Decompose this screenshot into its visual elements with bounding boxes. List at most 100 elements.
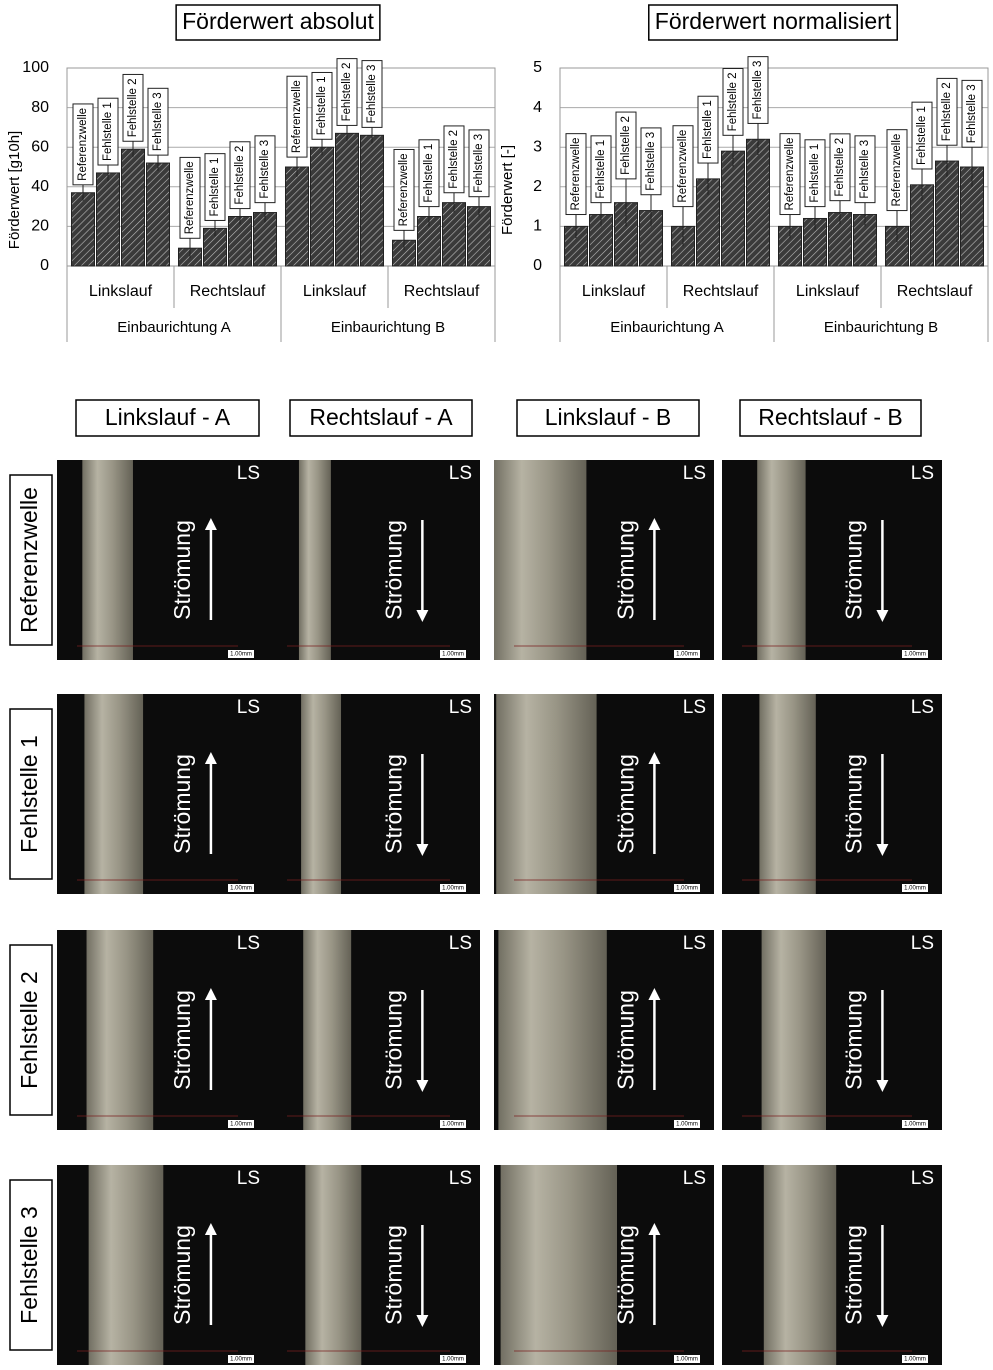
x-tick-label: Linkslauf [303, 283, 367, 300]
scale-label: 1.00mm [676, 652, 698, 658]
bar-label: Fehlstelle 1 [805, 140, 825, 207]
micrograph-track [496, 694, 596, 894]
bar-label-text: Fehlstelle 2 [620, 116, 632, 175]
corner-label: LS [449, 933, 472, 954]
bar-label-text: Fehlstelle 2 [941, 82, 953, 141]
group-label: Einbaurichtung A [610, 319, 723, 336]
bar-label: Referenzwelle [73, 104, 93, 185]
bar [747, 139, 770, 266]
bar-label-text: Fehlstelle 3 [152, 92, 164, 151]
bar-label-text: Fehlstelle 1 [702, 100, 714, 159]
scale-label: 1.00mm [442, 1122, 464, 1128]
x-tick-label: Rechtslauf [404, 283, 480, 300]
chart-title: Förderwert normalisiert [655, 8, 892, 34]
micrograph [267, 930, 480, 1130]
y-tick-label: 60 [31, 138, 49, 155]
corner-label: LS [449, 1168, 472, 1189]
bar-label: Fehlstelle 2 [123, 74, 143, 141]
x-tick-label: Rechtslauf [683, 283, 759, 300]
bar [97, 173, 120, 266]
bar-label: Fehlstelle 1 [591, 136, 611, 203]
bar-label-text: Fehlstelle 2 [127, 78, 139, 137]
micrograph-track [84, 694, 143, 894]
bar-label: Fehlstelle 3 [962, 80, 982, 147]
bar-label: Fehlstelle 1 [312, 72, 332, 139]
bar-label: Fehlstelle 1 [419, 140, 439, 207]
bar-label-text: Fehlstelle 3 [752, 61, 764, 120]
y-axis-label: Förderwert [g10h] [6, 131, 23, 249]
micrograph-track [498, 930, 606, 1130]
flow-label: Strömung [169, 754, 195, 854]
y-tick-label: 1 [533, 218, 542, 235]
bar-label-text: Referenzwelle [77, 108, 89, 181]
flow-label: Strömung [380, 520, 406, 620]
scale-label: 1.00mm [904, 886, 926, 892]
flow-label: Strömung [612, 754, 638, 854]
corner-label: LS [911, 933, 934, 954]
row-header: Referenzwelle [16, 487, 42, 633]
micrograph-track [501, 1165, 617, 1365]
scale-label: 1.00mm [230, 652, 252, 658]
bar-label: Fehlstelle 1 [912, 102, 932, 169]
flow-label: Strömung [169, 520, 195, 620]
flow-label: Strömung [840, 1225, 866, 1325]
flow-label: Strömung [169, 990, 195, 1090]
bar [336, 133, 359, 266]
corner-label: LS [683, 1168, 706, 1189]
scale-label: 1.00mm [442, 886, 464, 892]
bar-label-text: Fehlstelle 1 [316, 76, 328, 135]
corner-label: LS [911, 1168, 934, 1189]
bar [72, 193, 95, 266]
flow-label: Strömung [840, 520, 866, 620]
bar-label: Fehlstelle 3 [362, 61, 382, 128]
bar-label: Fehlstelle 2 [230, 142, 250, 209]
bar-label: Referenzwelle [887, 130, 907, 211]
y-tick-label: 40 [31, 178, 49, 195]
column-header: Rechtslauf - A [309, 404, 453, 430]
micrograph [267, 1165, 480, 1365]
scale-label: 1.00mm [230, 886, 252, 892]
micrograph [722, 694, 942, 894]
micrograph [722, 460, 942, 660]
scale-label: 1.00mm [230, 1357, 252, 1363]
bar-label-text: Fehlstelle 2 [448, 130, 460, 189]
bar-label-text: Fehlstelle 2 [834, 138, 846, 197]
bar-label-text: Fehlstelle 2 [234, 146, 246, 205]
chart-title: Förderwert absolut [182, 8, 374, 34]
bar-label-text: Referenzwelle [184, 161, 196, 234]
group-label: Einbaurichtung B [331, 319, 445, 336]
flow-label: Strömung [612, 990, 638, 1090]
bar-label: Fehlstelle 2 [616, 112, 636, 179]
bar-label: Fehlstelle 3 [641, 128, 661, 195]
y-tick-label: 2 [533, 178, 542, 195]
bar-label: Fehlstelle 3 [469, 130, 489, 197]
bar-label: Referenzwelle [780, 134, 800, 215]
bar-label: Fehlstelle 3 [255, 136, 275, 203]
scale-label: 1.00mm [230, 1122, 252, 1128]
column-header: Rechtslauf - B [758, 404, 902, 430]
bar-label: Fehlstelle 3 [148, 88, 168, 155]
bar-label: Fehlstelle 3 [855, 136, 875, 203]
micrograph-track [301, 694, 341, 894]
bar-label-text: Fehlstelle 3 [366, 65, 378, 124]
bar [286, 167, 309, 266]
flow-label: Strömung [380, 1225, 406, 1325]
scale-label: 1.00mm [904, 1357, 926, 1363]
bar-label-text: Fehlstelle 2 [727, 73, 739, 132]
micrograph-track [303, 930, 351, 1130]
group-label: Einbaurichtung A [117, 319, 230, 336]
corner-label: LS [683, 463, 706, 484]
bar-label-text: Referenzwelle [891, 134, 903, 207]
bar [147, 163, 170, 266]
scale-label: 1.00mm [676, 1357, 698, 1363]
figure: Förderwert absolutFörderwert [g10h]02040… [0, 0, 993, 1365]
bar-label-text: Fehlstelle 1 [102, 102, 114, 161]
bar-label: Referenzwelle [394, 149, 414, 230]
micrograph-track [494, 460, 586, 660]
corner-label: LS [911, 697, 934, 718]
bar-label-text: Fehlstelle 3 [259, 140, 271, 199]
y-tick-label: 5 [533, 59, 542, 76]
corner-label: LS [237, 697, 260, 718]
y-tick-label: 0 [533, 257, 542, 274]
flow-label: Strömung [612, 520, 638, 620]
